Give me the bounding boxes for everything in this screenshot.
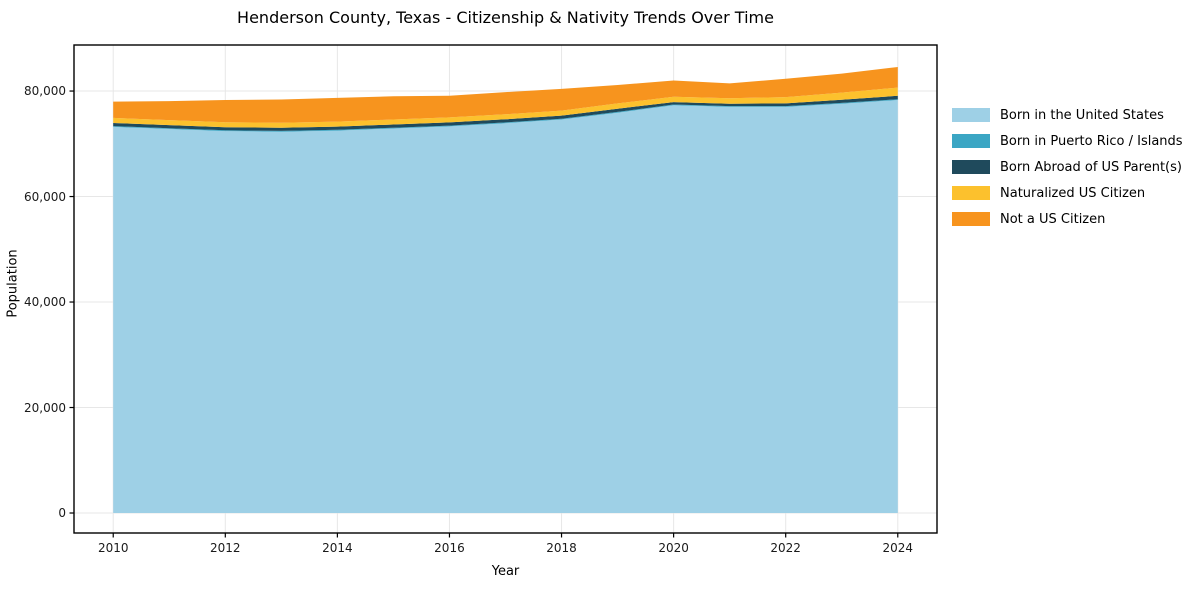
y-tick-label: 20,000 [24,400,66,415]
x-tick-label: 2020 [658,541,689,555]
x-tick-label: 2010 [97,541,129,555]
legend-item: Not a US Citizen [952,206,1183,232]
legend-label: Born Abroad of US Parent(s) [1000,159,1182,175]
y-tick-label: 60,000 [24,189,66,204]
y-tick-label: 80,000 [24,84,66,99]
legend-item: Born in the United States [952,102,1183,128]
area-series [113,95,898,131]
x-tick-label: 2024 [882,541,914,555]
legend-swatch-icon [952,160,990,174]
legend-label: Naturalized US Citizen [1000,185,1146,201]
y-axis-label: Population [5,249,21,318]
legend-item: Born in Puerto Rico / Islands [952,128,1183,154]
area-series [113,100,898,513]
x-tick-label: 2022 [770,541,801,555]
x-tick-label: 2016 [434,541,465,555]
legend-swatch-icon [952,186,990,200]
x-axis-label: Year [491,564,520,579]
legend: Born in the United States Born in Puerto… [952,102,1183,232]
x-tick-label: 2018 [546,541,577,555]
chart-title: Henderson County, Texas - Citizenship & … [237,8,774,27]
legend-swatch-icon [952,108,990,122]
area-series [113,67,898,123]
area-series [113,87,898,128]
legend-swatch-icon [952,212,990,226]
y-tick-label: 0 [58,506,66,520]
legend-label: Not a US Citizen [1000,211,1106,227]
x-tick-label: 2014 [322,541,353,555]
legend-swatch-icon [952,134,990,148]
x-tick-label: 2012 [210,541,241,555]
legend-label: Born in the United States [1000,107,1164,123]
y-tick-label: 40,000 [24,295,66,310]
legend-item: Naturalized US Citizen [952,180,1183,206]
legend-item: Born Abroad of US Parent(s) [952,154,1183,180]
legend-label: Born in Puerto Rico / Islands [1000,133,1183,149]
